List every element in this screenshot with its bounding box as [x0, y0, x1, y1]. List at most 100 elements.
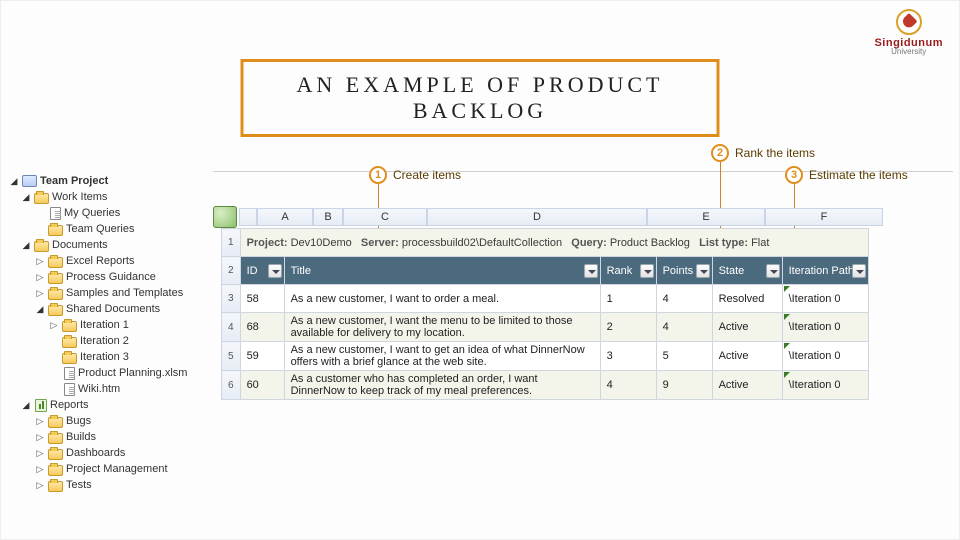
- cell-title[interactable]: As a new customer, I want to get an idea…: [284, 342, 600, 371]
- column-header-D[interactable]: D: [427, 208, 647, 226]
- column-header-label: Iteration Path: [789, 265, 854, 277]
- column-header-id[interactable]: ID: [240, 257, 284, 285]
- column-header-label: Title: [291, 265, 311, 277]
- tree-item[interactable]: ◢Shared Documents: [7, 301, 207, 317]
- tree-item[interactable]: ▷Iteration 1: [7, 317, 207, 333]
- tree-expander-icon[interactable]: ▷: [35, 461, 45, 477]
- filter-dropdown-icon[interactable]: [766, 264, 780, 278]
- tree-item[interactable]: ▷ Process Guidance: [7, 269, 207, 285]
- info-query-key: Query:: [571, 237, 606, 249]
- row-number[interactable]: 5: [222, 342, 241, 371]
- cell-rank[interactable]: 1: [600, 285, 656, 313]
- row-number[interactable]: 2: [222, 257, 241, 285]
- cell-state[interactable]: Active: [712, 313, 782, 342]
- tree-item[interactable]: ▷Bugs: [7, 413, 207, 429]
- cell-title[interactable]: As a new customer, I want the menu to be…: [284, 313, 600, 342]
- cell-id[interactable]: 59: [240, 342, 284, 371]
- tree-item[interactable]: Product Planning.xlsm: [7, 365, 207, 381]
- tree-item[interactable]: ▷ Excel Reports: [7, 253, 207, 269]
- tree-expander-icon[interactable]: ◢: [9, 173, 19, 189]
- column-header-A[interactable]: A: [257, 208, 313, 226]
- cell-points[interactable]: 9: [656, 371, 712, 400]
- tree-item[interactable]: My Queries: [7, 205, 207, 221]
- column-header-title[interactable]: Title: [284, 257, 600, 285]
- excel-icon: [213, 206, 237, 228]
- tree-item[interactable]: ▷Builds: [7, 429, 207, 445]
- tree-expander-icon[interactable]: ▷: [35, 429, 45, 445]
- tree-item[interactable]: Wiki.htm: [7, 381, 207, 397]
- tree-item[interactable]: Iteration 2: [7, 333, 207, 349]
- tree-item[interactable]: ◢Reports: [7, 397, 207, 413]
- column-header-C[interactable]: C: [343, 208, 427, 226]
- cell-state[interactable]: Active: [712, 371, 782, 400]
- tree-expander-icon[interactable]: ▷: [35, 269, 45, 285]
- tree-expander-icon[interactable]: ◢: [21, 237, 31, 253]
- row-number[interactable]: 3: [222, 285, 241, 313]
- column-header-F[interactable]: F: [765, 208, 883, 226]
- column-header-iteration-path[interactable]: Iteration Path: [782, 257, 868, 285]
- tree-expander-icon[interactable]: ▷: [49, 317, 59, 333]
- cell-rank[interactable]: 4: [600, 371, 656, 400]
- cell-id[interactable]: 68: [240, 313, 284, 342]
- tree-expander-icon[interactable]: ◢: [35, 301, 45, 317]
- cell-id[interactable]: 58: [240, 285, 284, 313]
- folder-icon: [34, 241, 49, 252]
- column-header-points[interactable]: Points: [656, 257, 712, 285]
- tree-item[interactable]: Iteration 3: [7, 349, 207, 365]
- row-number[interactable]: 1: [222, 229, 241, 257]
- tree-item[interactable]: ◢Work Items: [7, 189, 207, 205]
- tree-item[interactable]: ▷Samples and Templates: [7, 285, 207, 301]
- tree-expander-icon[interactable]: ▷: [35, 253, 45, 269]
- cell-title[interactable]: As a customer who has completed an order…: [284, 371, 600, 400]
- tree-expander-icon[interactable]: ▷: [35, 477, 45, 493]
- workbench: ◢Team Project◢Work ItemsMy QueriesTeam Q…: [7, 171, 953, 529]
- cell-state[interactable]: Active: [712, 342, 782, 371]
- table-row[interactable]: 468As a new customer, I want the menu to…: [222, 313, 869, 342]
- cell-iteration[interactable]: \Iteration 0: [782, 313, 868, 342]
- filter-dropdown-icon[interactable]: [696, 264, 710, 278]
- tree-item-label: Product Planning.xlsm: [78, 365, 187, 381]
- column-header-rank[interactable]: Rank: [600, 257, 656, 285]
- column-header-E[interactable]: E: [647, 208, 765, 226]
- info-listtype-key: List type:: [699, 237, 748, 249]
- tree-item[interactable]: ▷Project Management: [7, 461, 207, 477]
- cell-rank[interactable]: 2: [600, 313, 656, 342]
- filter-dropdown-icon[interactable]: [268, 264, 282, 278]
- cell-id[interactable]: 60: [240, 371, 284, 400]
- table-row[interactable]: 358As a new customer, I want to order a …: [222, 285, 869, 313]
- filter-dropdown-icon[interactable]: [640, 264, 654, 278]
- cell-iteration[interactable]: \Iteration 0: [782, 371, 868, 400]
- tree-expander-icon[interactable]: ▷: [35, 445, 45, 461]
- row-number[interactable]: 4: [222, 313, 241, 342]
- filter-dropdown-icon[interactable]: [852, 264, 866, 278]
- tree-item[interactable]: Team Queries: [7, 221, 207, 237]
- tree-item-label: Excel Reports: [66, 253, 134, 269]
- tree-item[interactable]: ◢Team Project: [7, 173, 207, 189]
- cell-state[interactable]: Resolved: [712, 285, 782, 313]
- callout-number: 1: [369, 166, 387, 184]
- cell-title[interactable]: As a new customer, I want to order a mea…: [284, 285, 600, 313]
- cell-points[interactable]: 5: [656, 342, 712, 371]
- column-header-state[interactable]: State: [712, 257, 782, 285]
- tree-expander-icon[interactable]: ◢: [21, 189, 31, 205]
- corner-cell[interactable]: [239, 208, 257, 226]
- tree-expander-icon[interactable]: ▷: [35, 413, 45, 429]
- tree-item-label: Tests: [66, 477, 92, 493]
- tree-expander-icon[interactable]: ◢: [21, 397, 31, 413]
- cell-points[interactable]: 4: [656, 313, 712, 342]
- cell-iteration[interactable]: \Iteration 0: [782, 342, 868, 371]
- table-row[interactable]: 660As a customer who has completed an or…: [222, 371, 869, 400]
- tree-item[interactable]: ▷Dashboards: [7, 445, 207, 461]
- cell-iteration[interactable]: \Iteration 0: [782, 285, 868, 313]
- table-row[interactable]: 559As a new customer, I want to get an i…: [222, 342, 869, 371]
- filter-dropdown-icon[interactable]: [584, 264, 598, 278]
- cell-rank[interactable]: 3: [600, 342, 656, 371]
- cell-points[interactable]: 4: [656, 285, 712, 313]
- column-header-B[interactable]: B: [313, 208, 343, 226]
- row-number[interactable]: 6: [222, 371, 241, 400]
- tree-item-label: Process Guidance: [66, 269, 156, 285]
- folder-icon: [48, 225, 63, 236]
- tree-item[interactable]: ◢Documents: [7, 237, 207, 253]
- tree-expander-icon[interactable]: ▷: [35, 285, 45, 301]
- tree-item[interactable]: ▷ Tests: [7, 477, 207, 493]
